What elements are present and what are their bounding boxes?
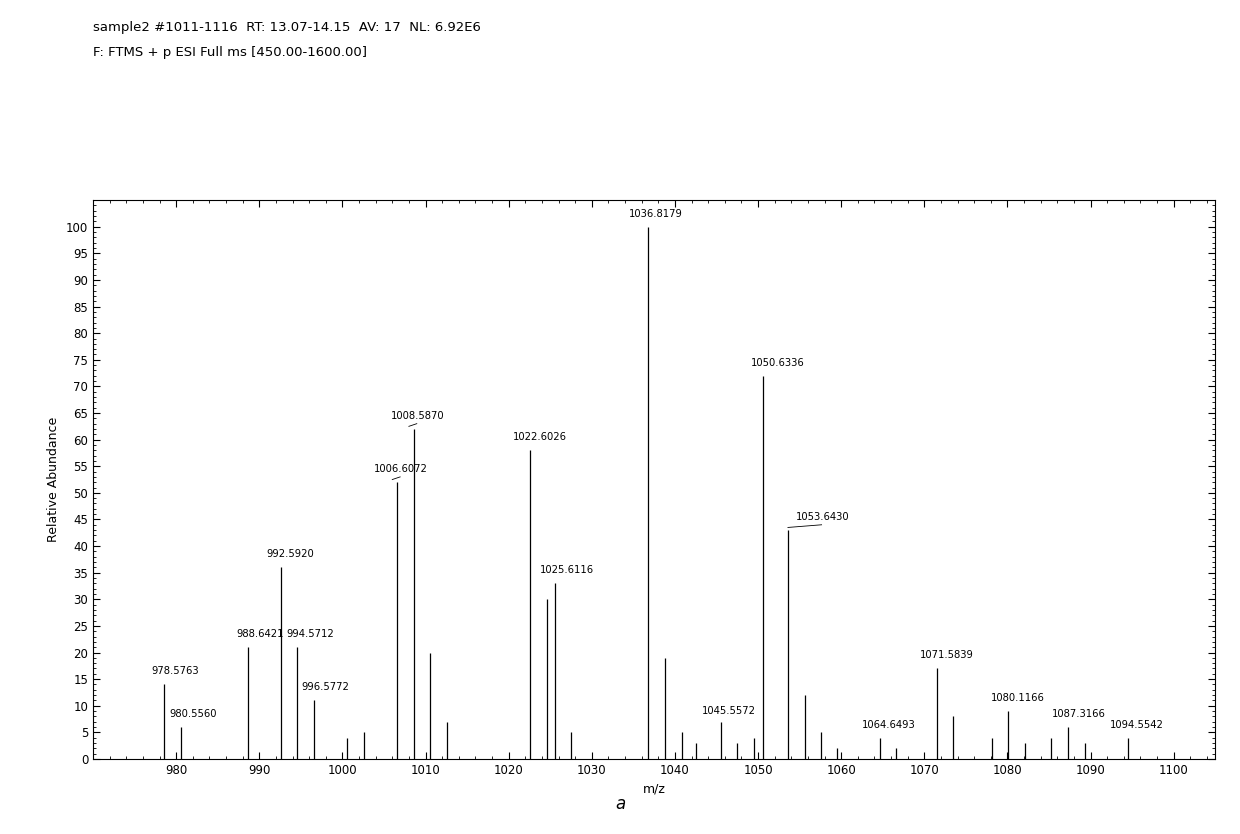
Text: 980.5560: 980.5560 bbox=[170, 709, 217, 719]
Text: 1025.6116: 1025.6116 bbox=[541, 565, 594, 575]
Text: 1045.5572: 1045.5572 bbox=[702, 706, 756, 716]
X-axis label: m/z: m/z bbox=[642, 782, 666, 796]
Text: F: FTMS + p ESI Full ms [450.00-1600.00]: F: FTMS + p ESI Full ms [450.00-1600.00] bbox=[93, 46, 367, 59]
Text: 1022.6026: 1022.6026 bbox=[513, 432, 567, 442]
Text: 1080.1166: 1080.1166 bbox=[991, 693, 1044, 703]
Text: 1064.6493: 1064.6493 bbox=[862, 720, 915, 730]
Text: 978.5763: 978.5763 bbox=[151, 666, 198, 676]
Text: 1036.8179: 1036.8179 bbox=[629, 208, 683, 219]
Text: 1006.6072: 1006.6072 bbox=[374, 465, 428, 475]
Text: 992.5920: 992.5920 bbox=[265, 550, 314, 560]
Text: 1071.5839: 1071.5839 bbox=[920, 651, 973, 661]
Text: sample2 #1011-1116  RT: 13.07-14.15  AV: 17  NL: 6.92E6: sample2 #1011-1116 RT: 13.07-14.15 AV: 1… bbox=[93, 21, 481, 34]
Text: 1008.5870: 1008.5870 bbox=[391, 411, 444, 421]
Y-axis label: Relative Abundance: Relative Abundance bbox=[47, 417, 61, 542]
Text: 996.5772: 996.5772 bbox=[301, 682, 350, 692]
Text: 1053.6430: 1053.6430 bbox=[795, 512, 849, 522]
Text: 1094.5542: 1094.5542 bbox=[1110, 720, 1163, 730]
Text: 1087.3166: 1087.3166 bbox=[1052, 709, 1105, 719]
Text: 1050.6336: 1050.6336 bbox=[751, 358, 805, 368]
Text: 994.5712: 994.5712 bbox=[286, 629, 335, 639]
Text: 988.6421: 988.6421 bbox=[237, 629, 284, 639]
Text: a: a bbox=[615, 795, 625, 813]
